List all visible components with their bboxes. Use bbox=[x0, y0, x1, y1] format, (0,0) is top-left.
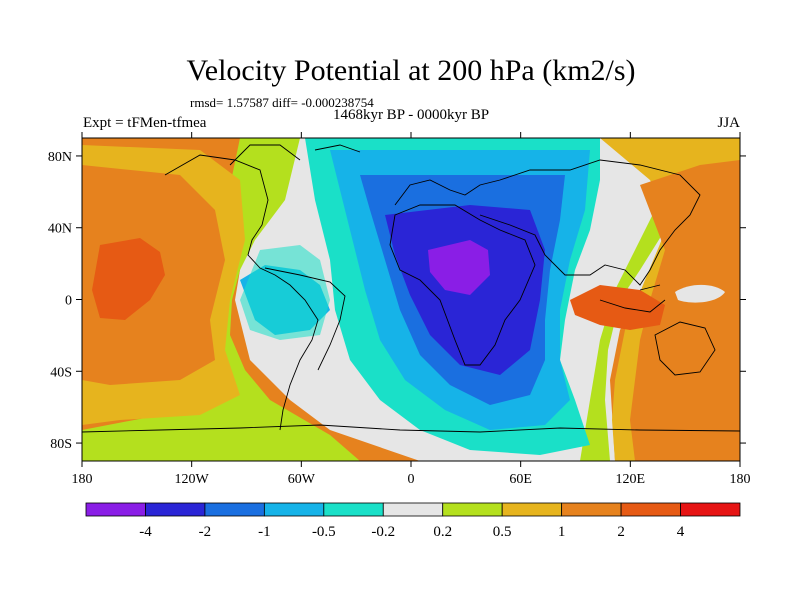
x-tick-label: 120E bbox=[616, 472, 646, 487]
y-tick-label: 80S bbox=[50, 437, 72, 452]
colorbar-label: -0.2 bbox=[371, 524, 395, 540]
y-tick-label: 40N bbox=[48, 222, 72, 237]
y-tick-label: 40S bbox=[50, 365, 72, 380]
contour-field bbox=[82, 138, 740, 461]
colorbar-label: 4 bbox=[677, 524, 685, 540]
colorbar-swatch bbox=[204, 502, 265, 517]
x-tick-label: 180 bbox=[72, 472, 93, 487]
colorbar-label: 0.2 bbox=[433, 524, 452, 540]
colorbar-label: -1 bbox=[258, 524, 271, 540]
y-tick-label: 0 bbox=[65, 294, 72, 309]
pacific-red-max bbox=[92, 238, 165, 320]
colorbar-swatch bbox=[680, 502, 741, 517]
colorbar-label: 0.5 bbox=[493, 524, 512, 540]
colorbar-swatch bbox=[561, 502, 622, 517]
season-string: JJA bbox=[717, 115, 740, 131]
colorbar-swatch bbox=[442, 502, 503, 517]
colorbar-swatch bbox=[323, 502, 384, 517]
colorbar-label: -2 bbox=[199, 524, 212, 540]
colorbar: -4 -2 -1 -0.5 -0.2 0.2 0.5 1 2 4 bbox=[85, 502, 741, 540]
x-tick-label: 60E bbox=[509, 472, 532, 487]
y-tick-label: 80N bbox=[48, 150, 72, 165]
colorbar-label: -0.5 bbox=[312, 524, 336, 540]
australia-coast-outline bbox=[654, 321, 716, 376]
antarctica-coast-outline bbox=[82, 424, 740, 433]
colorbar-swatch bbox=[501, 502, 563, 517]
y-axis-ticks: 80N 40N 0 40S 80S bbox=[48, 150, 746, 452]
asia-orange-region bbox=[630, 160, 740, 461]
africa-purple-min bbox=[428, 240, 490, 295]
colorbar-swatch bbox=[263, 502, 325, 517]
x-tick-label: 120W bbox=[175, 472, 210, 487]
pacific-neutral-island bbox=[675, 284, 725, 303]
colorbar-swatch bbox=[620, 502, 681, 517]
colorbar-label: -4 bbox=[139, 524, 152, 540]
x-tick-label: 0 bbox=[408, 472, 415, 487]
arctic-coast-outline bbox=[229, 144, 361, 166]
coastlines bbox=[82, 144, 740, 433]
africa-coast-outline bbox=[389, 204, 536, 366]
plot-title: Velocity Potential at 200 hPa (km2/s) bbox=[186, 54, 635, 87]
maritime-red-max bbox=[570, 285, 665, 330]
colorbar-swatch bbox=[85, 502, 146, 517]
colorbar-swatch bbox=[382, 502, 444, 517]
experiment-string: Expt = tFMen-tfmea bbox=[83, 115, 207, 131]
americas-coast-outline bbox=[164, 154, 319, 431]
colorbar-label: 1 bbox=[558, 524, 566, 540]
colorbar-swatch bbox=[145, 502, 206, 517]
maritime-coast-outline bbox=[599, 284, 666, 313]
x-axis-ticks: 180 120W 60W 0 60E 120E 180 bbox=[72, 132, 751, 487]
x-tick-label: 60W bbox=[288, 472, 316, 487]
stats-string: rmsd= 1.57587 diff= -0.000238754 bbox=[190, 95, 374, 110]
period-string: 1468kyr BP - 0000kyr BP bbox=[333, 107, 489, 123]
colorbar-label: 2 bbox=[617, 524, 625, 540]
x-tick-label: 180 bbox=[730, 472, 751, 487]
eurasia-coast-outline bbox=[394, 159, 701, 286]
south-america-coast-outline bbox=[264, 267, 346, 371]
